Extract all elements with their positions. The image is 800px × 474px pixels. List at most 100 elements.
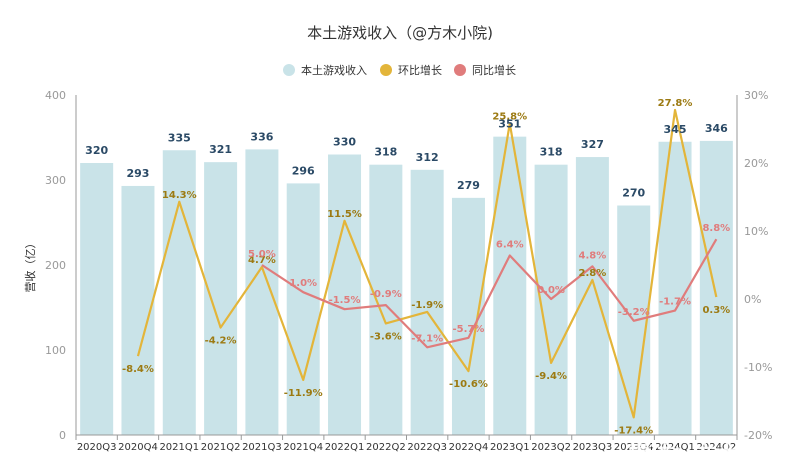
growth-lines xyxy=(136,108,718,419)
x-tick-label: 2021Q1 xyxy=(159,442,199,453)
yoy-label: -5.7% xyxy=(453,324,485,335)
y2-tick-label: 30% xyxy=(744,89,768,102)
yoy-label: 1.0% xyxy=(289,278,317,289)
revenue-bar-label: 327 xyxy=(581,138,604,151)
mom-label: -8.4% xyxy=(122,364,154,375)
revenue-bar-label: 318 xyxy=(540,146,563,159)
y-tick-label: 100 xyxy=(45,344,66,357)
mom-label: 11.5% xyxy=(327,209,362,220)
legend-swatch-revenue xyxy=(283,64,295,76)
y2-tick-label: 10% xyxy=(744,225,768,238)
revenue-bars xyxy=(80,136,733,436)
yoy-label: -1.7% xyxy=(659,297,691,308)
x-tick-label: 2022Q2 xyxy=(366,442,406,453)
yoy-label: 5.0% xyxy=(248,249,276,260)
yoy-label: 4.8% xyxy=(579,250,607,261)
x-tick-label: 2022Q3 xyxy=(407,442,447,453)
mom-label: -17.4% xyxy=(614,425,653,436)
revenue-bar-label: 296 xyxy=(292,164,315,177)
mom-line xyxy=(136,108,718,419)
x-tick-label: 2020Q4 xyxy=(118,442,158,453)
y2-tick-label: -10% xyxy=(744,361,772,374)
y-tick-label: 300 xyxy=(45,174,66,187)
x-tick-label: 2022Q4 xyxy=(449,442,489,453)
mom-label: -11.9% xyxy=(284,388,323,399)
revenue-bar xyxy=(245,149,279,435)
revenue-bar xyxy=(162,150,196,435)
yoy-label: -7.1% xyxy=(411,333,443,344)
mom-label: -3.6% xyxy=(370,331,402,342)
data-labels: 320 293 335 321 336 296 330 318 312 279 351 318 327 2… xyxy=(85,98,730,436)
revenue-bar-label: 279 xyxy=(457,179,480,192)
x-tick-label: 2022Q1 xyxy=(325,442,365,453)
revenue-bar-label: 321 xyxy=(209,143,232,156)
mom-label: -4.2% xyxy=(205,336,237,347)
x-tick-label: 2023Q1 xyxy=(490,442,530,453)
x-tick-label: 2021Q4 xyxy=(283,442,323,453)
legend-label-revenue: 本土游戏收入 xyxy=(301,63,367,77)
x-tick-label: 2023Q4 xyxy=(614,442,654,453)
x-tick-label: 2021Q3 xyxy=(242,442,282,453)
revenue-bar-label: 318 xyxy=(374,146,397,159)
x-tick-label: 2024Q1 xyxy=(655,442,695,453)
x-tick-label: 2021Q2 xyxy=(201,442,241,453)
mom-label: -10.6% xyxy=(449,379,488,390)
mom-label: 14.3% xyxy=(162,190,197,201)
yoy-label: -3.2% xyxy=(618,307,650,318)
mom-label: -9.4% xyxy=(535,371,567,382)
x-tick-label: 2023Q2 xyxy=(531,442,571,453)
y-tick-label: 0 xyxy=(59,429,66,442)
mom-label: 0.3% xyxy=(702,305,730,316)
revenue-bar-label: 346 xyxy=(705,122,728,135)
revenue-bar xyxy=(369,164,403,435)
revenue-bar-label: 312 xyxy=(416,151,439,164)
y2-tick-label: -20% xyxy=(744,429,772,442)
mom-label: 4.7% xyxy=(248,255,276,266)
legend-label-yoy: 同比增长 xyxy=(472,63,516,77)
revenue-bar-label: 270 xyxy=(622,187,645,200)
yoy-label: 0.0% xyxy=(537,285,565,296)
legend: 本土游戏收入 环比增长 同比增长 xyxy=(283,63,516,77)
legend-label-mom: 环比增长 xyxy=(398,63,442,77)
revenue-bar xyxy=(658,141,692,435)
mom-label: 27.8% xyxy=(658,98,693,109)
legend-swatch-mom xyxy=(380,64,392,76)
mom-label: 25.8% xyxy=(492,112,527,123)
revenue-bar xyxy=(328,154,362,435)
revenue-bar xyxy=(410,169,444,436)
revenue-bar-label: 345 xyxy=(664,123,687,136)
y2-tick-label: 0% xyxy=(744,293,761,306)
revenue-bar-label: 320 xyxy=(85,144,108,157)
x-tick-label: 2024Q2 xyxy=(697,442,737,453)
y-tick-label: 400 xyxy=(45,89,66,102)
yoy-label: 8.8% xyxy=(702,223,730,234)
yoy-label: -1.5% xyxy=(329,295,361,306)
revenue-bar-label: 351 xyxy=(498,118,521,131)
revenue-bar-label: 335 xyxy=(168,131,191,144)
revenue-bar-label: 330 xyxy=(333,136,356,149)
revenue-bar xyxy=(204,162,238,435)
revenue-bar xyxy=(575,157,609,436)
mom-label: -1.9% xyxy=(411,300,443,311)
revenue-bar xyxy=(121,185,155,435)
mom-label: 2.8% xyxy=(579,268,607,279)
revenue-bar-label: 336 xyxy=(250,130,273,143)
y-tick-label: 200 xyxy=(45,259,66,272)
chart-title: 本土游戏收入（@方木小院) xyxy=(307,24,493,42)
y-axis-label: 营收（亿） xyxy=(23,238,37,293)
revenue-bar xyxy=(80,163,114,435)
revenue-bar xyxy=(493,136,527,435)
revenue-bar xyxy=(286,183,320,435)
x-tick-label: 2023Q3 xyxy=(573,442,613,453)
yoy-line xyxy=(261,238,718,349)
yoy-label: 6.4% xyxy=(496,239,524,250)
revenue-bar xyxy=(699,140,733,435)
watermark: 雪球：方木FM xyxy=(628,442,775,468)
yoy-label: -0.9% xyxy=(370,289,402,300)
revenue-bar-label: 293 xyxy=(126,167,149,180)
y2-tick-label: 20% xyxy=(744,157,768,170)
x-tick-label: 2020Q3 xyxy=(77,442,117,453)
legend-swatch-yoy xyxy=(454,64,466,76)
